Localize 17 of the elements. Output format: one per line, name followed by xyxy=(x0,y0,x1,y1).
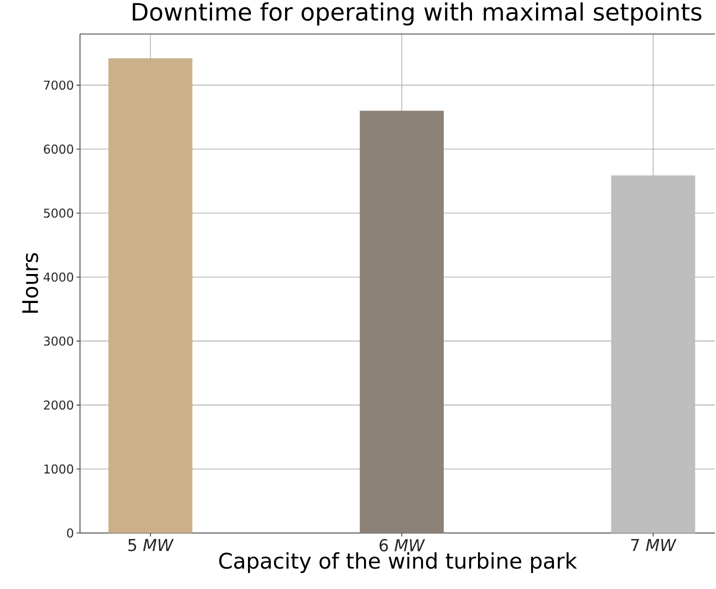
y-tick-label: 6000 xyxy=(44,144,74,154)
y-tick-label: 4000 xyxy=(44,272,74,282)
y-tick-label: 5000 xyxy=(44,208,74,218)
bar xyxy=(611,175,696,533)
y-tick-label: 7000 xyxy=(44,80,74,90)
x-tick-label: 5 MW xyxy=(128,539,174,552)
y-tick-label: 0 xyxy=(67,528,74,538)
x-tick-label: 6 MW xyxy=(380,539,426,552)
y-tick-label: 1000 xyxy=(44,464,74,474)
chart-title: Downtime for operating with maximal setpoints xyxy=(132,2,702,26)
y-tick-label: 3000 xyxy=(44,336,74,346)
y-tick-label: 2000 xyxy=(44,400,74,410)
bar xyxy=(108,58,192,533)
bar xyxy=(360,110,444,533)
x-axis-title: Capacity of the wind turbine park xyxy=(219,552,578,574)
y-axis-title: Hours xyxy=(22,253,38,313)
x-tick-label: 7 MW xyxy=(631,539,676,552)
